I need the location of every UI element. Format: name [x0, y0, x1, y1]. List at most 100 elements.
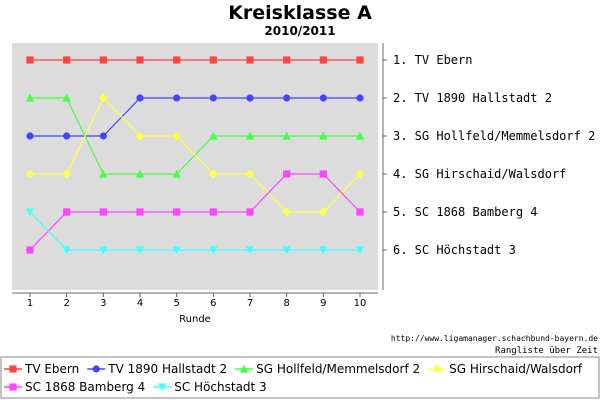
x-tick-label: 7 — [247, 298, 253, 309]
plot-area — [12, 43, 378, 290]
series — [26, 170, 364, 254]
series-line — [29, 211, 360, 251]
data-point — [356, 94, 364, 102]
legend-label: TV 1890 Hallstadt 2 — [107, 362, 227, 376]
legend-swatch-marker — [239, 364, 249, 373]
data-point — [173, 208, 181, 216]
data-point — [209, 56, 217, 64]
data-point — [245, 169, 255, 179]
legend-swatch-marker — [9, 365, 17, 373]
data-point — [209, 208, 217, 216]
data-point — [98, 93, 108, 103]
legend-item: SC 1868 Bamberg 4 — [4, 380, 145, 394]
data-point — [135, 169, 145, 178]
data-point — [26, 246, 34, 254]
data-point — [136, 94, 144, 102]
legend-item: SG Hirschaid/Walsdorf — [428, 362, 583, 376]
legend-label: TV Ebern — [24, 362, 79, 376]
series-group — [25, 56, 365, 255]
data-point — [172, 169, 181, 178]
legend-label: SG Hollfeld/Memmelsdorf 2 — [256, 362, 420, 376]
legend-label: SG Hirschaid/Walsdorf — [449, 362, 583, 376]
legend-item: SC Höchstadt 3 — [153, 380, 267, 394]
legend-box — [0, 356, 600, 399]
data-point — [135, 131, 145, 141]
data-point — [63, 208, 71, 216]
data-point — [245, 131, 255, 140]
x-tick-label: 3 — [100, 298, 106, 309]
series — [25, 208, 365, 255]
data-point — [319, 56, 327, 64]
x-tick-label: 10 — [354, 298, 367, 309]
x-tick-label: 1 — [27, 298, 33, 309]
series-line — [30, 96, 361, 213]
legend-swatch-marker — [92, 365, 100, 373]
x-tick-label: 8 — [283, 298, 289, 309]
data-point — [173, 56, 181, 64]
data-point — [283, 94, 291, 102]
rank-label: 5. SC 1868 Bamberg 4 — [393, 205, 538, 219]
legend-swatch-marker — [432, 364, 442, 374]
rank-label: 1. TV Ebern — [393, 53, 472, 67]
source-url: http://www.ligamanager.schachbund-bayern… — [391, 334, 598, 343]
data-point — [63, 56, 71, 64]
x-tick-label: 6 — [210, 298, 216, 309]
data-point — [62, 169, 72, 179]
data-point — [99, 132, 107, 140]
data-point — [356, 208, 364, 216]
data-point — [63, 132, 71, 140]
chart-caption: Rangliste über Zeit — [495, 346, 598, 356]
rank-axis-ticks: 1. TV Ebern 2. TV 1890 Hallstadt 2 3. SG H… — [383, 53, 595, 257]
data-point — [318, 207, 328, 217]
x-axis-ticks: 1 2 3 4 5 6 7 8 9 10 — [27, 293, 367, 309]
legend-item: TV Ebern — [4, 362, 79, 376]
legend: TV Ebern TV 1890 Hallstadt 2 SG Hollfeld/M… — [4, 362, 583, 394]
data-point — [208, 169, 218, 179]
data-point — [99, 56, 107, 64]
data-point — [172, 246, 181, 255]
chart-subtitle: 2010/2011 — [264, 24, 335, 38]
series — [26, 56, 364, 64]
data-point — [209, 94, 217, 102]
data-point — [283, 56, 291, 64]
data-point — [283, 170, 291, 178]
data-point — [246, 94, 254, 102]
data-point — [319, 94, 327, 102]
data-point — [172, 131, 182, 141]
series-line — [29, 173, 361, 251]
data-point — [25, 208, 35, 217]
x-axis-label: Runde — [179, 314, 211, 325]
rank-label: 3. SG Hollfeld/Memmelsdorf 2 — [393, 129, 595, 143]
data-point — [26, 56, 34, 64]
legend-item: TV 1890 Hallstadt 2 — [87, 362, 227, 376]
data-point — [62, 93, 71, 102]
x-tick-label: 2 — [63, 298, 69, 309]
series — [25, 93, 365, 217]
data-point — [26, 132, 34, 140]
data-point — [135, 246, 145, 255]
x-tick-label: 9 — [320, 298, 326, 309]
data-point — [246, 208, 254, 216]
rank-label: 6. SC Höchstadt 3 — [393, 243, 516, 257]
data-point — [173, 94, 181, 102]
legend-swatch-marker — [158, 383, 167, 392]
rank-label: 4. SG Hirschaid/Walsdorf — [393, 167, 566, 181]
data-point — [355, 246, 365, 255]
legend-swatch-marker — [9, 383, 17, 391]
data-point — [209, 131, 218, 140]
data-point — [99, 246, 108, 255]
data-point — [25, 93, 35, 102]
data-point — [319, 131, 328, 140]
legend-label: SC Höchstadt 3 — [174, 380, 266, 394]
legend-item: SG Hollfeld/Memmelsdorf 2 — [235, 362, 420, 376]
data-point — [25, 169, 35, 179]
data-point — [319, 246, 328, 255]
data-point — [282, 246, 291, 255]
data-point — [245, 246, 255, 255]
data-point — [62, 246, 71, 255]
rank-label: 2. TV 1890 Hallstadt 2 — [393, 91, 552, 105]
legend-label: SC 1868 Bamberg 4 — [25, 380, 145, 394]
data-point — [136, 208, 144, 216]
data-point — [99, 208, 107, 216]
